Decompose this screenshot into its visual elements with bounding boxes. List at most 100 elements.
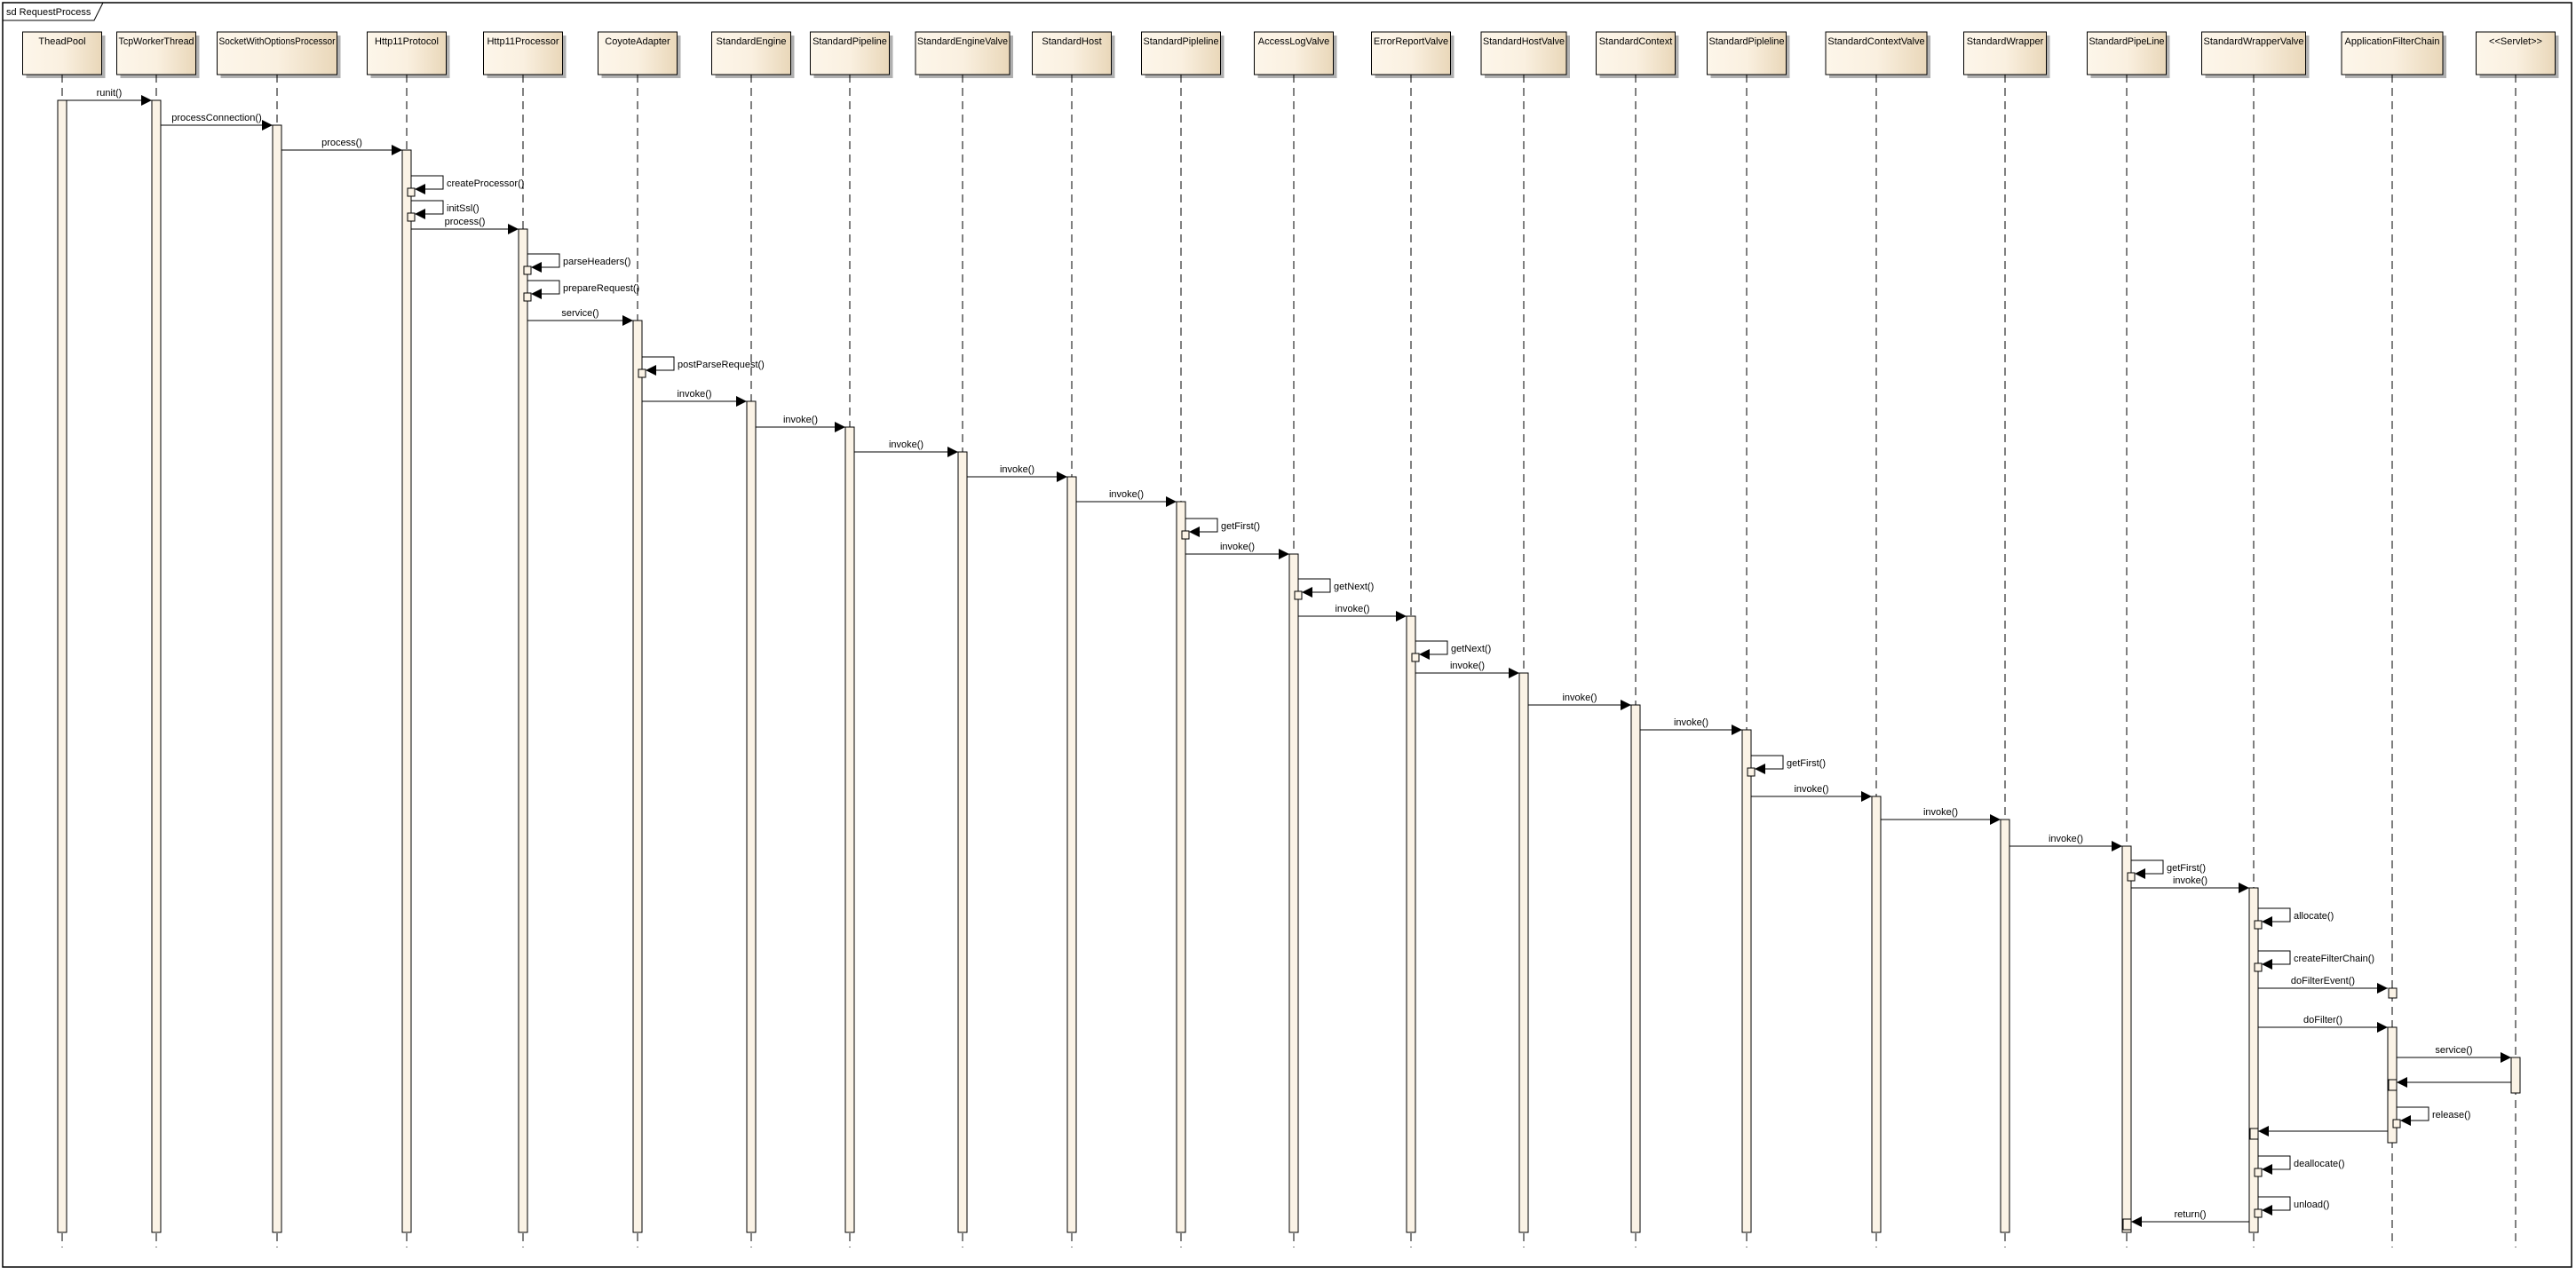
self-message[interactable]: postParseRequest() — [638, 356, 765, 378]
participant-box[interactable] — [810, 31, 890, 75]
lifeline: StandardWrapperValve — [2201, 31, 2310, 1247]
participant-name: StandardEngineValve — [917, 36, 1008, 47]
return-message[interactable] — [2388, 1077, 2511, 1091]
self-message[interactable]: prepareRequest() — [523, 280, 639, 302]
message[interactable]: invoke() — [1528, 693, 1631, 710]
message-label: runit() — [97, 88, 123, 99]
message[interactable]: service() — [2397, 1045, 2511, 1063]
arrowhead-icon — [2135, 868, 2145, 879]
self-message[interactable]: getFirst() — [1747, 755, 1826, 777]
message-label: getNext() — [1334, 582, 1374, 592]
self-message[interactable]: getFirst() — [1181, 518, 1260, 540]
self-message[interactable]: allocate() — [2254, 907, 2334, 930]
message[interactable]: process() — [281, 138, 402, 155]
participant-name: StandardContext — [1599, 36, 1673, 47]
activation-bar — [1741, 729, 1752, 1233]
self-message[interactable]: deallocate() — [2254, 1155, 2344, 1177]
self-message[interactable]: getNext() — [1294, 578, 1374, 600]
participant-box[interactable] — [1371, 31, 1451, 75]
participant-box[interactable] — [2341, 31, 2444, 75]
participant-box[interactable] — [1141, 31, 1221, 75]
lifeline: SocketWithOptionsProcessor — [217, 31, 341, 1247]
message[interactable]: invoke() — [1298, 604, 1407, 622]
message[interactable]: invoke() — [854, 440, 958, 457]
participant-box[interactable] — [22, 31, 102, 75]
participant-box[interactable] — [367, 31, 447, 75]
nested-activation — [2254, 1208, 2263, 1218]
participant-name: StandardPipeline — [812, 36, 887, 47]
self-message[interactable]: createProcessor() — [407, 175, 524, 197]
return-message[interactable]: return() — [2122, 1209, 2249, 1231]
nested-activation — [1181, 530, 1190, 540]
participant-box[interactable] — [711, 31, 791, 75]
message[interactable]: processConnection() — [161, 113, 273, 131]
message[interactable]: invoke() — [1881, 807, 2001, 825]
nested-activation — [2249, 1128, 2259, 1140]
self-message[interactable]: getFirst() — [2127, 859, 2206, 882]
nested-activation — [2392, 1119, 2401, 1128]
participant-box[interactable] — [1032, 31, 1112, 75]
message-label: invoke() — [1450, 661, 1485, 671]
message[interactable]: invoke() — [1076, 489, 1177, 507]
nested-activation — [2122, 1218, 2132, 1231]
message[interactable]: invoke() — [2131, 875, 2249, 893]
message-label: parseHeaders() — [563, 257, 630, 267]
message-label: process() — [321, 138, 362, 148]
arrowhead-icon — [2131, 1216, 2142, 1227]
message-label: createFilterChain() — [2294, 954, 2374, 964]
participant-name: TcpWorkerThread — [119, 36, 194, 47]
message-label: initSsl() — [447, 203, 480, 214]
frame-title: sd RequestProcess — [6, 7, 91, 18]
message[interactable]: runit() — [67, 88, 152, 106]
participant-box[interactable] — [217, 31, 337, 75]
self-message[interactable]: unload() — [2254, 1196, 2329, 1218]
nested-activation — [638, 368, 646, 378]
message[interactable]: invoke() — [642, 389, 747, 407]
arrowhead-icon — [508, 224, 519, 234]
message[interactable]: invoke() — [1640, 717, 1742, 735]
self-message[interactable]: parseHeaders() — [523, 253, 630, 275]
nested-activation — [523, 292, 532, 302]
activation-bar — [632, 320, 643, 1233]
participant-box[interactable] — [2201, 31, 2306, 75]
self-message[interactable]: createFilterChain() — [2254, 950, 2374, 972]
self-message[interactable]: initSsl() — [407, 200, 480, 222]
participant-name: StandardPipeLine — [2089, 36, 2165, 47]
message[interactable]: process() — [411, 217, 519, 234]
arrowhead-icon — [1861, 791, 1872, 802]
nested-activation — [2254, 920, 2263, 930]
message[interactable]: invoke() — [1751, 784, 1872, 802]
arrowhead-icon — [2400, 1115, 2411, 1126]
message[interactable]: service() — [527, 308, 633, 326]
arrowhead-icon — [1621, 700, 1631, 710]
self-message[interactable]: getNext() — [1411, 640, 1491, 662]
participant-name: CoyoteAdapter — [605, 36, 670, 47]
participant-box[interactable] — [116, 31, 196, 75]
message[interactable]: doFilter() — [2258, 1015, 2388, 1033]
lifeline: StandardContextValve — [1825, 31, 1930, 1247]
participant-box[interactable] — [2087, 31, 2167, 75]
participant-box[interactable] — [483, 31, 563, 75]
activation-bar — [2121, 845, 2132, 1233]
self-message[interactable]: release() — [2392, 1106, 2470, 1128]
participant-box[interactable] — [1480, 31, 1567, 75]
arrowhead-icon — [646, 365, 656, 376]
participant-box[interactable] — [1963, 31, 2047, 75]
participant-box[interactable] — [1254, 31, 1334, 75]
message[interactable]: invoke() — [967, 464, 1067, 482]
nested-activation — [2388, 1079, 2398, 1091]
return-message[interactable] — [2249, 1126, 2388, 1140]
activation-bar — [2510, 1057, 2521, 1094]
participant-box[interactable] — [1707, 31, 1787, 75]
message[interactable]: doFilterEvent() — [2258, 976, 2388, 994]
message[interactable]: invoke() — [756, 415, 845, 432]
arrowhead-icon — [2397, 1077, 2407, 1088]
message-label: getFirst() — [1787, 758, 1826, 769]
arrowhead-icon — [531, 262, 542, 273]
message[interactable]: invoke() — [1415, 661, 1519, 678]
arrowhead-icon — [1509, 668, 1519, 678]
message-label: invoke() — [1109, 489, 1144, 500]
message[interactable]: invoke() — [1185, 542, 1289, 559]
nested-activation — [2254, 962, 2263, 972]
message[interactable]: invoke() — [2009, 834, 2122, 851]
